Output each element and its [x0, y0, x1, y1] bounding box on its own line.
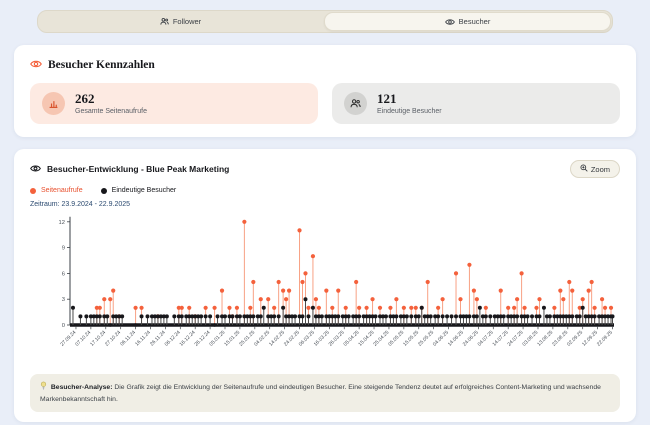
- zoom-button-label: Zoom: [590, 164, 610, 174]
- lightbulb-icon: [40, 381, 49, 392]
- legend-label-seitenaufrufe: Seitenaufrufe: [41, 187, 83, 194]
- stat-value-eindeutige-besucher: 121: [377, 91, 397, 107]
- people-icon: [344, 92, 367, 115]
- tab-besucher[interactable]: Besucher: [324, 12, 611, 31]
- people-icon: [160, 17, 169, 26]
- stat-label-seitenaufrufe: Gesamte Seitenaufrufe: [75, 107, 147, 115]
- svg-text:12: 12: [59, 220, 65, 226]
- kennzahlen-title: Besucher Kennzahlen: [48, 59, 155, 71]
- legend-dot-seitenaufrufe: [30, 187, 36, 194]
- svg-text:27.10.24: 27.10.24: [104, 330, 122, 348]
- bar-chart-icon: [42, 92, 65, 115]
- svg-text:22.09.25: 22.09.25: [596, 330, 614, 348]
- legend-item-eindeutige-besucher: Eindeutige Besucher: [100, 187, 177, 194]
- eye-icon: [444, 18, 455, 26]
- legend-label-eindeutige-besucher: Eindeutige Besucher: [111, 187, 177, 194]
- magnifier-plus-icon: [580, 164, 588, 174]
- legend-item-seitenaufrufe: Seitenaufrufe: [30, 187, 83, 194]
- eye-icon: [30, 56, 42, 74]
- svg-text:0: 0: [62, 323, 65, 329]
- tab-follower[interactable]: Follower: [38, 11, 323, 32]
- stem-chart-canvas[interactable]: 03691227.09.2407.10.2417.10.2427.10.2406…: [30, 211, 620, 363]
- stat-label-eindeutige-besucher: Eindeutige Besucher: [377, 107, 442, 115]
- chart-legend: Seitenaufrufe Eindeutige Besucher: [30, 187, 620, 194]
- svg-text:6: 6: [62, 271, 65, 277]
- tab-follower-label: Follower: [172, 17, 202, 26]
- chart-title: Besucher-Entwicklung - Blue Peak Marketi…: [47, 164, 230, 174]
- stat-value-seitenaufrufe: 262: [75, 91, 95, 107]
- analysis-title: Besucher-Analyse:: [50, 384, 113, 391]
- kennzahlen-card: Besucher Kennzahlen 262 Gesamte Seitenau…: [14, 45, 636, 137]
- view-switcher: Follower Besucher: [37, 10, 613, 33]
- eye-icon: [30, 160, 41, 178]
- legend-dot-eindeutige-besucher: [100, 187, 107, 194]
- stat-card-seitenaufrufe: 262 Gesamte Seitenaufrufe: [30, 83, 318, 124]
- analysis-text: Die Grafik zeigt die Entwicklung der Sei…: [40, 384, 601, 403]
- analysis-box: Besucher-Analyse: Die Grafik zeigt die E…: [30, 374, 620, 413]
- chart-card: Besucher-Entwicklung - Blue Peak Marketi…: [14, 149, 636, 423]
- svg-text:9: 9: [62, 246, 65, 252]
- zoom-button[interactable]: Zoom: [569, 160, 620, 178]
- tab-besucher-label: Besucher: [458, 17, 491, 26]
- stat-card-eindeutige-besucher: 121 Eindeutige Besucher: [332, 83, 620, 124]
- zeitraum-text: Zeitraum: 23.9.2024 - 22.9.2025: [30, 201, 131, 208]
- svg-text:3: 3: [62, 297, 65, 303]
